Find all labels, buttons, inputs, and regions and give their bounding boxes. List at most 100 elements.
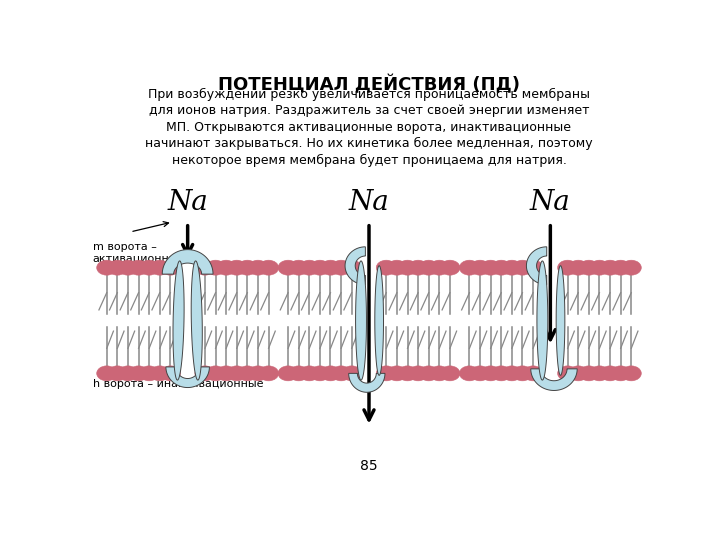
Text: При возбуждении резко увеличивается проницаемость мембраны
для ионов натрия. Раз: При возбуждении резко увеличивается прон… — [145, 87, 593, 167]
Ellipse shape — [429, 260, 449, 275]
Ellipse shape — [161, 260, 181, 275]
Polygon shape — [173, 261, 184, 380]
Ellipse shape — [238, 260, 258, 275]
Ellipse shape — [459, 260, 480, 275]
Ellipse shape — [205, 366, 225, 381]
Ellipse shape — [128, 366, 148, 381]
Ellipse shape — [248, 366, 268, 381]
Ellipse shape — [387, 260, 407, 275]
Ellipse shape — [579, 260, 599, 275]
Ellipse shape — [397, 260, 418, 275]
Ellipse shape — [523, 366, 543, 381]
Ellipse shape — [216, 260, 236, 275]
Ellipse shape — [195, 366, 215, 381]
Ellipse shape — [568, 366, 588, 381]
Ellipse shape — [258, 366, 279, 381]
Ellipse shape — [107, 260, 127, 275]
Ellipse shape — [557, 260, 577, 275]
Polygon shape — [531, 369, 577, 390]
Polygon shape — [192, 261, 202, 380]
Ellipse shape — [568, 260, 588, 275]
Ellipse shape — [481, 260, 500, 275]
Ellipse shape — [342, 366, 361, 381]
Ellipse shape — [320, 260, 341, 275]
Polygon shape — [375, 266, 384, 375]
Ellipse shape — [470, 366, 490, 381]
Polygon shape — [166, 367, 210, 388]
Ellipse shape — [611, 260, 631, 275]
Ellipse shape — [342, 260, 361, 275]
Ellipse shape — [387, 366, 407, 381]
Polygon shape — [348, 373, 385, 392]
Ellipse shape — [150, 260, 170, 275]
Ellipse shape — [300, 260, 320, 275]
Polygon shape — [345, 247, 365, 285]
Ellipse shape — [331, 260, 351, 275]
Ellipse shape — [418, 260, 438, 275]
Text: ПОТЕНЦИАЛ ДЕЙСТВИЯ (ПД): ПОТЕНЦИАЛ ДЕЙСТВИЯ (ПД) — [218, 75, 520, 94]
Ellipse shape — [300, 366, 320, 381]
Text: 85: 85 — [360, 459, 378, 473]
Ellipse shape — [440, 366, 460, 381]
Ellipse shape — [621, 260, 642, 275]
Ellipse shape — [227, 366, 247, 381]
Ellipse shape — [408, 366, 428, 381]
Ellipse shape — [248, 260, 268, 275]
Ellipse shape — [96, 260, 117, 275]
Polygon shape — [556, 266, 565, 375]
Ellipse shape — [331, 366, 351, 381]
Ellipse shape — [600, 366, 620, 381]
Ellipse shape — [502, 366, 522, 381]
Ellipse shape — [258, 260, 279, 275]
Ellipse shape — [491, 260, 511, 275]
Ellipse shape — [278, 260, 298, 275]
Ellipse shape — [150, 366, 170, 381]
Ellipse shape — [408, 260, 428, 275]
Ellipse shape — [320, 366, 341, 381]
Ellipse shape — [96, 366, 117, 381]
Ellipse shape — [161, 366, 181, 381]
Ellipse shape — [107, 366, 127, 381]
Ellipse shape — [118, 366, 138, 381]
Ellipse shape — [590, 260, 610, 275]
Ellipse shape — [418, 366, 438, 381]
Polygon shape — [537, 261, 548, 380]
Ellipse shape — [227, 260, 247, 275]
Ellipse shape — [502, 260, 522, 275]
Ellipse shape — [118, 260, 138, 275]
Ellipse shape — [429, 366, 449, 381]
Ellipse shape — [491, 366, 511, 381]
Ellipse shape — [216, 366, 236, 381]
Ellipse shape — [377, 366, 396, 381]
Text: Na: Na — [348, 188, 390, 215]
Text: m ворота –
активационные: m ворота – активационные — [93, 241, 185, 263]
Polygon shape — [526, 247, 546, 285]
Ellipse shape — [195, 260, 215, 275]
Ellipse shape — [600, 260, 620, 275]
Ellipse shape — [278, 366, 298, 381]
Ellipse shape — [128, 260, 148, 275]
Ellipse shape — [523, 260, 543, 275]
Ellipse shape — [513, 366, 533, 381]
Ellipse shape — [557, 366, 577, 381]
Ellipse shape — [310, 366, 330, 381]
Ellipse shape — [139, 366, 159, 381]
Polygon shape — [356, 261, 366, 380]
Ellipse shape — [377, 260, 396, 275]
Ellipse shape — [481, 366, 500, 381]
Ellipse shape — [459, 366, 480, 381]
Ellipse shape — [579, 366, 599, 381]
Ellipse shape — [621, 366, 642, 381]
Ellipse shape — [513, 260, 533, 275]
Ellipse shape — [139, 260, 159, 275]
Ellipse shape — [238, 366, 258, 381]
Ellipse shape — [440, 260, 460, 275]
Ellipse shape — [310, 260, 330, 275]
Text: Na: Na — [530, 188, 571, 215]
Ellipse shape — [205, 260, 225, 275]
Ellipse shape — [470, 260, 490, 275]
Polygon shape — [162, 249, 213, 274]
Ellipse shape — [590, 366, 610, 381]
Text: h ворота – инактивационные: h ворота – инактивационные — [93, 379, 264, 389]
Ellipse shape — [611, 366, 631, 381]
